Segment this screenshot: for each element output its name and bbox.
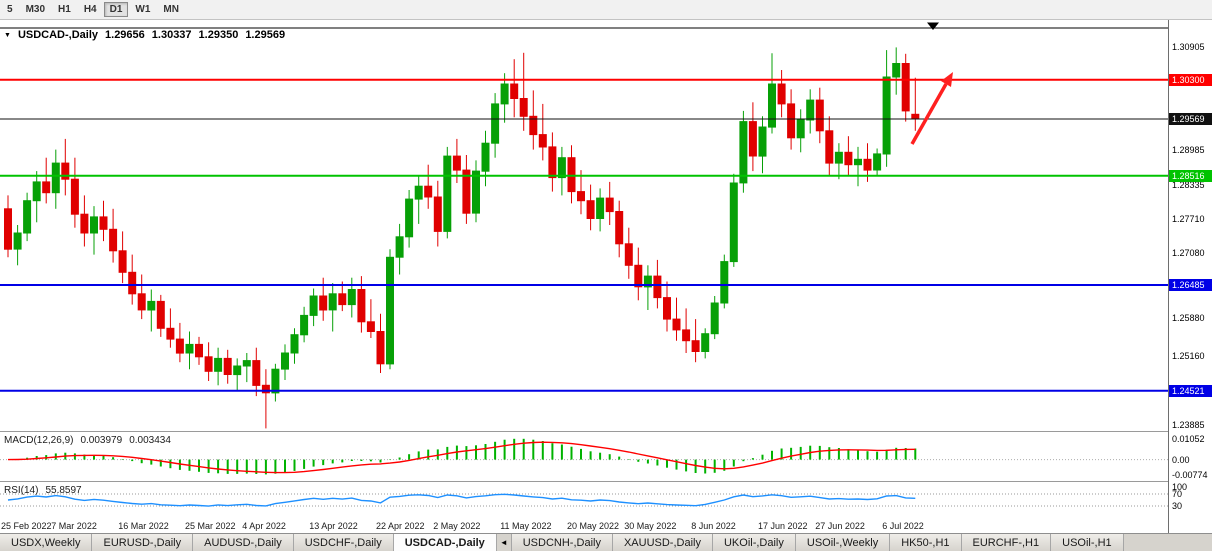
pane-separator[interactable]: [0, 481, 1212, 482]
price-chart-pane[interactable]: [0, 20, 1168, 431]
tab-usoil-weekly[interactable]: USOil-,Weekly: [795, 534, 891, 551]
axis-tick-label: 70: [1172, 489, 1183, 499]
price-line-label: 1.28516: [1169, 170, 1212, 182]
tab-usdcnh-daily[interactable]: USDCNH-,Daily: [511, 534, 613, 551]
tab-eurusd-daily[interactable]: EURUSD-,Daily: [92, 534, 194, 551]
axis-tick-label: 1.25880: [1172, 313, 1205, 323]
rsi-value: 55.8597: [45, 485, 82, 496]
date-label: 4 Apr 2022: [242, 521, 286, 531]
date-label: 16 Mar 2022: [118, 521, 169, 531]
close-value: 1.29569: [245, 29, 286, 41]
rsi-title: RSI(14): [4, 485, 39, 496]
open-value: 1.29656: [105, 29, 145, 41]
date-label: 30 May 2022: [624, 521, 677, 531]
timeframe-toolbar: 5 M30 H1 H4 D1 W1 MN: [0, 0, 1212, 20]
tab-usoil-h1[interactable]: USOil-,H1: [1051, 534, 1124, 551]
timeframe-w1-button[interactable]: W1: [135, 4, 151, 15]
tab-scroll-left-icon[interactable]: ◄: [497, 534, 512, 551]
tab-usdcad-daily[interactable]: USDCAD-,Daily: [393, 534, 497, 551]
date-label: 25 Feb 2022: [1, 521, 52, 531]
macd-signal-line: [7, 441, 916, 474]
axis-tick-label: 1.28985: [1172, 145, 1205, 155]
timeframe-5-button[interactable]: 5: [7, 4, 13, 15]
tab-usdx-weekly[interactable]: USDX,Weekly: [0, 534, 93, 551]
date-label: 20 May 2022: [567, 521, 620, 531]
timeframe-buttons: 5 M30 H1 H4 D1 W1 MN: [1, 2, 185, 17]
low-value: 1.29350: [198, 29, 239, 41]
ohlc-info-line: ▼ USDCAD-,Daily 1.29656 1.30337 1.29350 …: [4, 29, 285, 41]
price-axis[interactable]: 1.30905 1.28985 1.28335 1.27710 1.27080 1.258…: [1168, 20, 1212, 533]
timeframe-m30-button[interactable]: M30: [25, 4, 46, 15]
tab-eurchf-h1[interactable]: EURCHF-,H1: [961, 534, 1052, 551]
down-triangle-marker-icon: [927, 22, 939, 30]
candlestick-series: [4, 47, 920, 429]
rsi-label: RSI(14) 55.8597: [4, 485, 82, 496]
axis-tick-label: 1.25160: [1172, 351, 1205, 361]
macd-signal-value: 0.003434: [129, 435, 171, 446]
timeframe-h4-button[interactable]: H4: [83, 4, 97, 15]
axis-tick-label: 1.28335: [1172, 180, 1205, 190]
horizontal-level-lines[interactable]: [0, 78, 1168, 392]
macd-title: MACD(12,26,9): [4, 435, 74, 446]
timeframe-h1-button[interactable]: H1: [58, 4, 71, 15]
date-label: 25 Mar 2022: [185, 521, 236, 531]
date-label: 27 Jun 2022: [815, 521, 865, 531]
price-line-label: 1.24521: [1169, 385, 1212, 397]
tab-ukoil-daily[interactable]: UKOil-,Daily: [712, 534, 796, 551]
macd-label: MACD(12,26,9) 0.003979 0.003434: [4, 435, 171, 446]
pane-separator[interactable]: [0, 431, 1212, 432]
axis-tick-label: 1.23885: [1172, 420, 1205, 430]
axis-tick-label: 100: [1172, 482, 1188, 492]
axis-tick-label: 1.27710: [1172, 214, 1205, 224]
axis-tick-label: 1.30905: [1172, 42, 1205, 52]
axis-tick-label: -0.00774: [1172, 470, 1208, 480]
high-value: 1.30337: [151, 29, 192, 41]
date-label: 8 Jun 2022: [691, 521, 736, 531]
macd-main-value: 0.003979: [80, 435, 123, 446]
date-label: 17 Jun 2022: [758, 521, 808, 531]
chart-collapse-icon[interactable]: ▼: [4, 31, 11, 39]
price-line-label: 1.30300: [1169, 74, 1212, 86]
timeframe-d1-button[interactable]: D1: [103, 2, 129, 17]
tab-hk50-h1[interactable]: HK50-,H1: [890, 534, 962, 551]
date-label: 7 Mar 2022: [51, 521, 97, 531]
price-line-label: 1.26485: [1169, 279, 1212, 291]
date-label: 11 May 2022: [500, 521, 552, 531]
tab-xauusd-daily[interactable]: XAUUSD-,Daily: [612, 534, 713, 551]
date-label: 22 Apr 2022: [376, 521, 425, 531]
timeframe-mn-button[interactable]: MN: [163, 4, 179, 15]
date-label: 6 Jul 2022: [882, 521, 924, 531]
tab-usdchf-daily[interactable]: USDCHF-,Daily: [293, 534, 394, 551]
symbol-period-label: USDCAD-,Daily: [17, 29, 99, 41]
price-line-label: 1.29569: [1169, 113, 1212, 125]
axis-tick-label: 0.00: [1172, 455, 1190, 465]
axis-tick-label: 1.27080: [1172, 248, 1205, 258]
axis-tick-label: 30: [1172, 501, 1183, 511]
macd-indicator-pane[interactable]: [0, 433, 1168, 481]
date-label: 2 May 2022: [433, 521, 481, 531]
chart-tab-bar: USDX,Weekly EURUSD-,Daily AUDUSD-,Daily USD…: [0, 533, 1212, 551]
time-axis[interactable]: 25 Feb 2022 7 Mar 2022 16 Mar 2022 25 Mar 2…: [0, 519, 1168, 533]
rsi-indicator-pane[interactable]: [0, 483, 1168, 519]
rsi-line: [7, 493, 916, 507]
tab-audusd-daily[interactable]: AUDUSD-,Daily: [193, 534, 294, 551]
axis-tick-label: 0.01052: [1172, 434, 1205, 444]
date-label: 13 Apr 2022: [309, 521, 358, 531]
trend-arrow-annotation[interactable]: [910, 72, 953, 145]
chart-area[interactable]: 25 Feb 2022 7 Mar 2022 16 Mar 2022 25 Mar 2…: [0, 20, 1212, 533]
